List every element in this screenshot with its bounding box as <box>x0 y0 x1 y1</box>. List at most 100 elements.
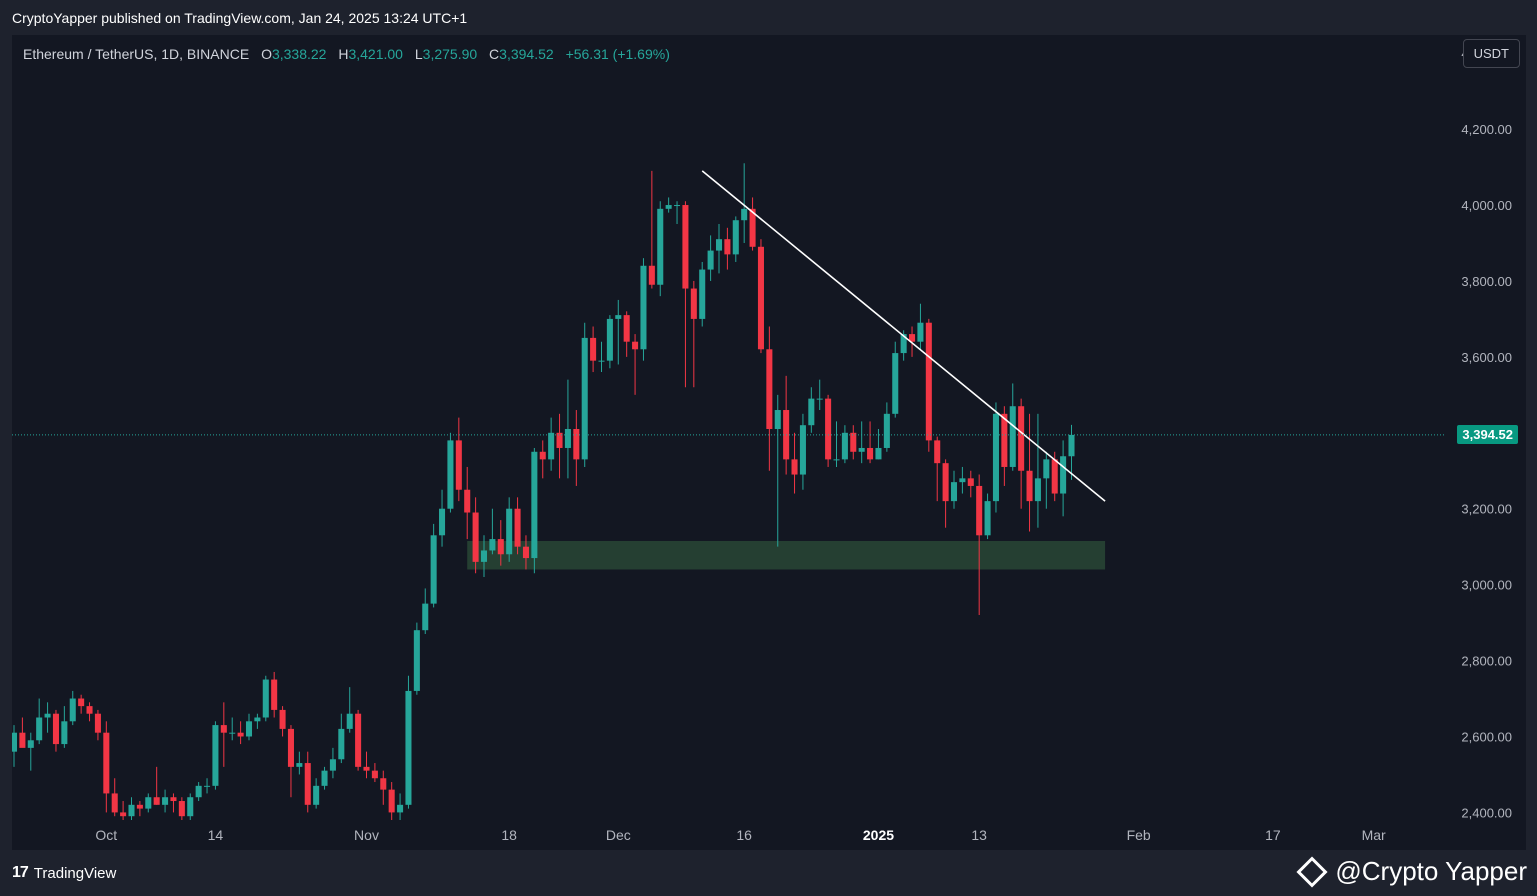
time-tick-label: Feb <box>1127 827 1151 843</box>
candle <box>212 721 219 790</box>
candle-body <box>858 447 865 452</box>
candle-body <box>724 239 731 255</box>
candle <box>44 702 51 733</box>
candle-body <box>103 732 110 794</box>
candle-body <box>422 603 429 631</box>
candle-body <box>883 413 890 448</box>
candle <box>338 713 345 764</box>
open-value: 3,338.22 <box>271 46 327 62</box>
candle-body <box>12 732 18 752</box>
candle-body <box>682 205 689 289</box>
candle <box>531 447 538 574</box>
chart-panel[interactable]: 2,400.00 2,600.00 2,800.00 3,000.00 3,200.00… <box>12 35 1526 850</box>
time-tick-label: Dec <box>606 827 631 843</box>
candle <box>925 318 932 452</box>
close-value: 3,394.52 <box>499 46 554 62</box>
candle-body <box>497 539 504 555</box>
candle-body <box>363 766 370 771</box>
candle-body <box>27 740 34 748</box>
candle <box>388 782 395 820</box>
candle <box>136 801 143 817</box>
low-value: 3,275.90 <box>422 46 478 62</box>
candle-body <box>397 804 404 813</box>
candle <box>724 227 731 270</box>
candle <box>942 459 949 528</box>
candle <box>1034 413 1041 528</box>
candle <box>808 387 815 433</box>
candle <box>103 721 110 813</box>
candle <box>548 417 555 471</box>
candle <box>78 694 85 714</box>
candle-body <box>640 265 647 350</box>
candle <box>950 470 958 509</box>
time-tick-label: Mar <box>1362 827 1386 843</box>
candle <box>564 379 571 479</box>
candle-body <box>623 315 630 342</box>
candle <box>1060 440 1067 517</box>
price-tick-label: 2,600.00 <box>1461 729 1512 744</box>
candle-body <box>1034 478 1041 502</box>
candle-body <box>355 713 362 767</box>
candle-body <box>833 459 840 461</box>
candle <box>892 341 899 418</box>
candle-body <box>220 725 227 733</box>
candle-body <box>145 797 152 809</box>
candle <box>455 417 462 502</box>
candle-body <box>791 459 798 475</box>
candle-body <box>1018 406 1025 471</box>
candle <box>254 713 261 729</box>
candle <box>195 782 202 802</box>
candle <box>783 375 790 475</box>
candle-body <box>480 550 488 562</box>
candle-body <box>934 440 941 464</box>
candle-body <box>909 334 916 342</box>
candle-body <box>61 721 68 745</box>
candle <box>917 303 924 350</box>
candle-body <box>573 429 580 460</box>
candle <box>346 687 353 733</box>
candle-body <box>304 763 311 805</box>
candle <box>61 706 68 748</box>
currency-button[interactable]: USDT <box>1462 39 1520 68</box>
candle-body <box>590 337 597 361</box>
candle <box>380 770 387 805</box>
candle-body <box>514 508 521 547</box>
candle <box>229 717 236 741</box>
candle <box>833 421 840 467</box>
candle-body <box>1026 470 1033 502</box>
candle-body <box>942 463 949 502</box>
candle <box>245 713 253 741</box>
candle-body <box>950 482 958 502</box>
candle <box>430 523 437 608</box>
candle <box>313 778 320 809</box>
candle <box>397 793 404 820</box>
candle-body <box>598 360 605 362</box>
candle-body <box>245 721 253 737</box>
candle-body <box>472 512 479 562</box>
candle <box>120 801 127 820</box>
candle-body <box>892 353 899 414</box>
time-tick-label: 18 <box>501 827 517 843</box>
candle <box>363 751 370 779</box>
candle <box>1043 451 1050 509</box>
candle <box>674 201 681 225</box>
candle-body <box>556 432 563 448</box>
trendline-layer <box>701 170 1106 502</box>
candle <box>86 702 93 722</box>
candle <box>287 725 294 798</box>
candle-body <box>162 797 169 805</box>
candle-body <box>136 804 143 809</box>
brand-label: TradingView <box>33 864 117 882</box>
candle-body <box>959 478 966 483</box>
candlestick-chart[interactable]: 2,400.00 2,600.00 2,800.00 3,000.00 3,200.00… <box>12 35 1526 850</box>
tradingview-brand[interactable]: 17 TradingView <box>12 864 116 882</box>
high-label: H <box>338 46 349 62</box>
candle <box>909 326 916 357</box>
candle-body <box>707 250 714 270</box>
candle-body <box>690 288 697 319</box>
candle <box>967 470 974 498</box>
candle-body <box>925 322 932 441</box>
candle <box>707 235 714 281</box>
candle <box>94 709 101 741</box>
candle <box>682 201 689 388</box>
